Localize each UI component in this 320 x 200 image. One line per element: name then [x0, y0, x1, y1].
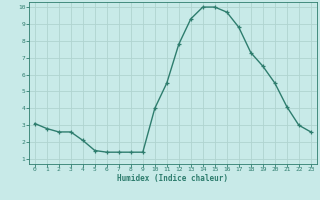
X-axis label: Humidex (Indice chaleur): Humidex (Indice chaleur): [117, 174, 228, 183]
